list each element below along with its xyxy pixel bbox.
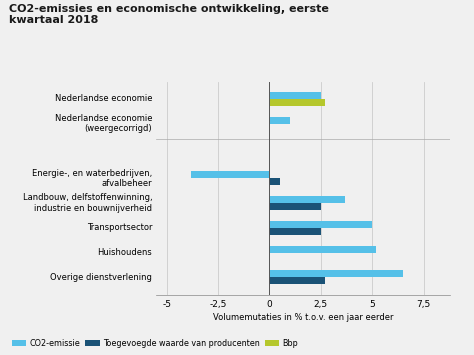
- Legend: CO2-emissie, Toegevoegde waarde van producenten, Bbp: CO2-emissie, Toegevoegde waarde van prod…: [9, 335, 301, 351]
- Bar: [269, 277, 325, 284]
- Bar: [191, 171, 269, 178]
- Bar: [269, 92, 321, 99]
- Bar: [269, 228, 321, 235]
- X-axis label: Volumemutaties in % t.o.v. een jaar eerder: Volumemutaties in % t.o.v. een jaar eerd…: [213, 313, 393, 322]
- Bar: [269, 196, 346, 203]
- Bar: [269, 271, 403, 277]
- Bar: [269, 178, 280, 185]
- Bar: [269, 99, 325, 106]
- Bar: [269, 117, 290, 124]
- Text: CO2-emissies en economische ontwikkeling, eerste
kwartaal 2018: CO2-emissies en economische ontwikkeling…: [9, 4, 329, 25]
- Bar: [269, 246, 376, 252]
- Bar: [269, 203, 321, 210]
- Bar: [269, 221, 372, 228]
